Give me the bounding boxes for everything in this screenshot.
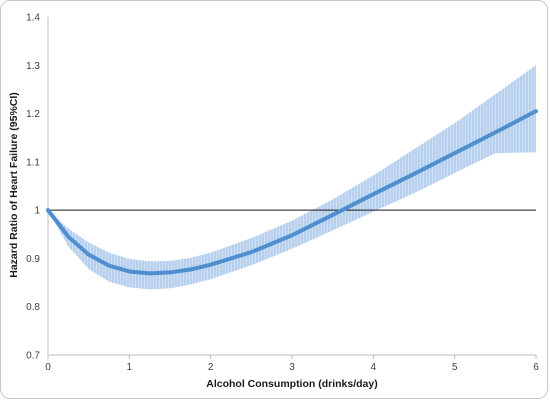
y-tick-label: 1 — [34, 206, 40, 217]
y-tick-label: 1.4 — [26, 13, 40, 24]
x-tick-label: 1 — [127, 362, 133, 373]
y-tick-label: 0.8 — [26, 302, 40, 313]
y-tick-label: 0.7 — [26, 351, 40, 362]
x-tick-label: 2 — [208, 362, 214, 373]
x-tick-label: 3 — [289, 362, 295, 373]
x-tick-label: 6 — [533, 362, 539, 373]
x-tick-label: 0 — [45, 362, 51, 373]
hazard-ratio-line — [46, 109, 538, 276]
y-tick-label: 1.1 — [26, 157, 40, 168]
x-axis-title: Alcohol Consumption (drinks/day) — [206, 378, 378, 390]
y-axis-title: Hazard Ratio of Heart Failure (95%CI) — [8, 92, 20, 278]
x-tick-label: 4 — [371, 362, 377, 373]
x-tick-label: 5 — [452, 362, 458, 373]
confidence-band — [48, 65, 536, 290]
y-tick-label: 0.9 — [26, 254, 40, 265]
y-tick-label: 1.2 — [26, 109, 40, 120]
y-tick-label: 1.3 — [26, 61, 40, 72]
confidence-band-hatch — [48, 65, 536, 290]
